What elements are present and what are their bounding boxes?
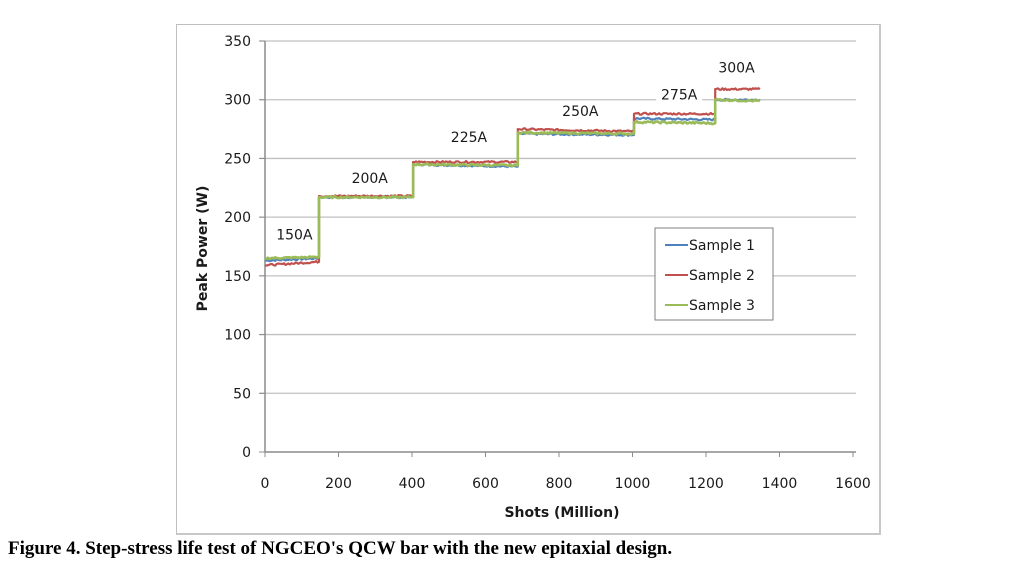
annotation-bg: [656, 85, 703, 104]
y-tick-label: 100: [224, 328, 251, 344]
x-tick-label: 0: [261, 476, 270, 492]
annotation-bg: [557, 102, 604, 121]
y-tick-label: 300: [224, 93, 251, 109]
y-tick-label: 50: [233, 386, 251, 402]
y-tick-label: 250: [224, 151, 251, 167]
gridlines: [260, 40, 856, 394]
annotation-label: 275A: [661, 88, 698, 104]
legend-label: Sample 2: [689, 268, 755, 284]
chart-frame: [176, 24, 881, 535]
tick-labels: 0 50 100 150 200 250 300 350 0 200 400 600 800 1000 12…: [224, 34, 871, 492]
x-tick-label: 1400: [762, 476, 798, 492]
annotation-bg: [271, 225, 318, 244]
annotation-label: 300A: [718, 61, 755, 77]
annotation-bg: [713, 58, 760, 77]
legend-label: Sample 3: [689, 298, 755, 314]
series-lines: [264, 87, 761, 267]
annotation-label: 150A: [276, 227, 313, 243]
x-tick-label: 1200: [688, 476, 724, 492]
annotations: 150A 200A 225A 250A 275A 300A: [271, 58, 760, 244]
y-axis-title: Peak Power (W): [195, 186, 211, 312]
x-tick-label: 600: [472, 476, 499, 492]
x-tick-label: 1000: [615, 476, 651, 492]
annotation-label: 200A: [352, 171, 389, 187]
x-tick-label: 1600: [835, 476, 871, 492]
legend-label: Sample 1: [689, 238, 755, 254]
annotation-label: 250A: [562, 104, 599, 120]
y-tick-label: 0: [242, 445, 251, 461]
annotation-label: 225A: [451, 130, 488, 146]
y-tick-label: 150: [224, 269, 251, 285]
y-tick-label: 350: [224, 34, 251, 50]
y-tick-label: 200: [224, 210, 251, 226]
x-tick-label: 800: [546, 476, 573, 492]
axes: [259, 40, 856, 457]
x-axis-title: Shots (Million): [504, 505, 619, 521]
annotation-bg: [445, 127, 492, 146]
figure-caption: Figure 4. Step-stress life test of NGCEO…: [8, 538, 673, 559]
series-line-sample-3: [264, 97, 761, 261]
x-tick-label: 400: [399, 476, 426, 492]
legend: Sample 1 Sample 2 Sample 3: [654, 227, 774, 321]
x-tick-label: 200: [325, 476, 352, 492]
annotation-bg: [346, 169, 393, 188]
